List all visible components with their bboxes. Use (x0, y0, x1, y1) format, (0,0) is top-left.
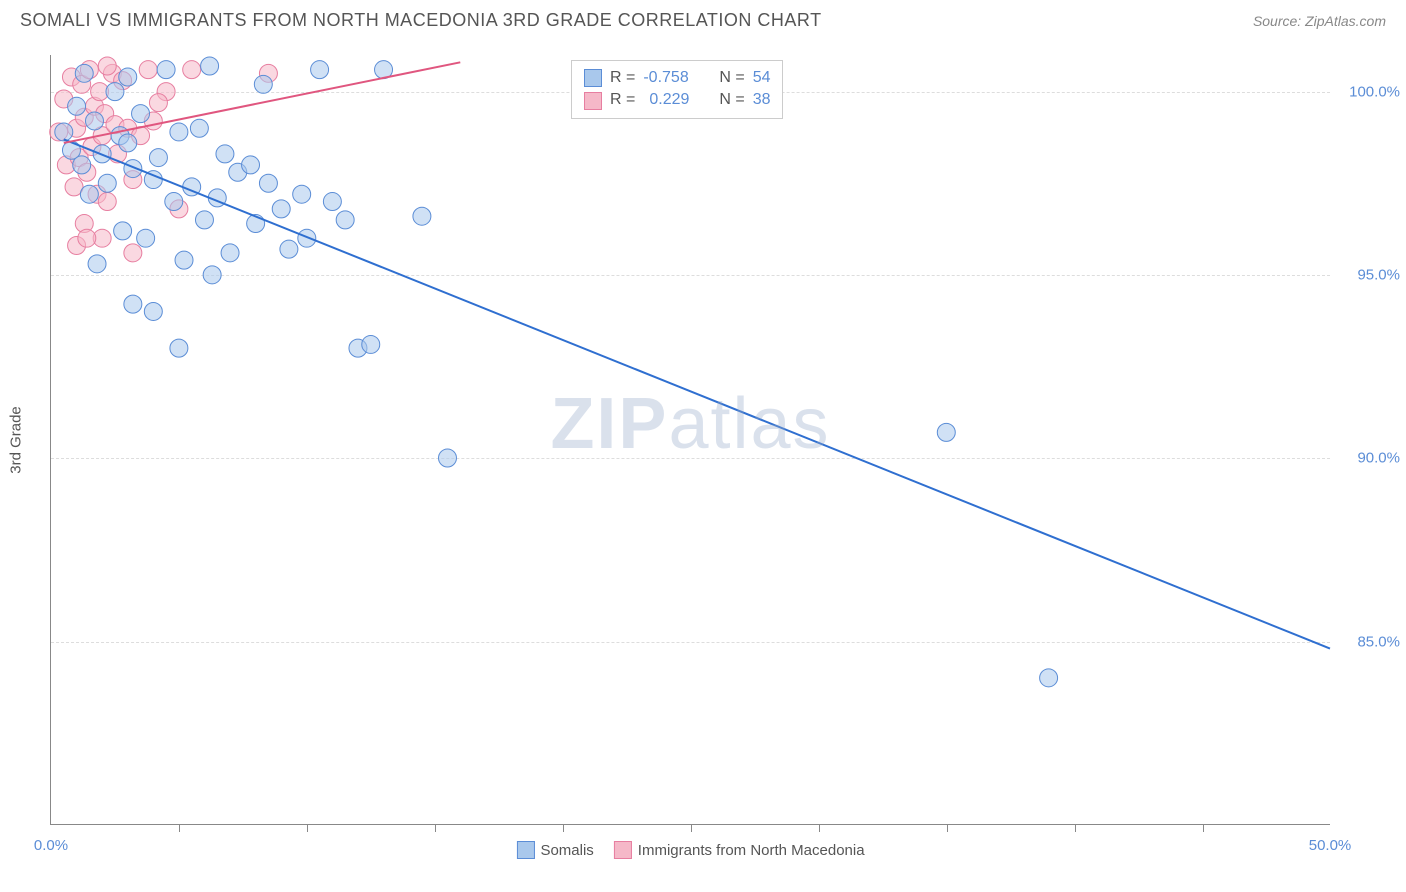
data-point (98, 174, 116, 192)
data-point (937, 423, 955, 441)
y-tick-label: 95.0% (1340, 267, 1400, 284)
y-tick-label: 85.0% (1340, 633, 1400, 650)
chart-area: 3rd Grade 85.0%90.0%95.0%100.0% ZIPatlas… (50, 55, 1330, 825)
x-tick (1075, 824, 1076, 832)
data-point (78, 229, 96, 247)
data-point (362, 335, 380, 353)
data-point (190, 119, 208, 137)
y-tick-label: 90.0% (1340, 450, 1400, 467)
data-point (75, 64, 93, 82)
data-point (98, 193, 116, 211)
data-point (170, 123, 188, 141)
x-tick (307, 824, 308, 832)
data-point (293, 185, 311, 203)
data-point (259, 174, 277, 192)
data-point (272, 200, 290, 218)
data-point (1040, 669, 1058, 687)
x-tick (435, 824, 436, 832)
data-point (175, 251, 193, 269)
source-label: Source: ZipAtlas.com (1253, 13, 1386, 29)
data-point (323, 193, 341, 211)
series-legend: Somalis Immigrants from North Macedonia (516, 841, 864, 859)
data-point (55, 123, 73, 141)
legend-row: R = 0.229 N = 38 (584, 89, 770, 111)
trend-line (64, 139, 1330, 648)
data-point (170, 339, 188, 357)
correlation-legend: R = -0.758 N = 54 R = 0.229 N = 38 (571, 60, 783, 119)
data-point (298, 229, 316, 247)
data-point (149, 149, 167, 167)
data-point (88, 255, 106, 273)
data-point (216, 145, 234, 163)
data-point (119, 68, 137, 86)
legend-item: Somalis (516, 841, 593, 859)
data-point (157, 61, 175, 79)
legend-item: Immigrants from North Macedonia (614, 841, 865, 859)
data-point (114, 222, 132, 240)
x-axis-max: 50.0% (1309, 837, 1352, 854)
y-axis-label: 3rd Grade (8, 406, 25, 474)
swatch-icon (584, 69, 602, 87)
data-point (413, 207, 431, 225)
scatter-plot (51, 55, 1330, 824)
swatch-icon (584, 92, 602, 110)
data-point (144, 302, 162, 320)
data-point (85, 112, 103, 130)
data-point (119, 134, 137, 152)
x-tick (563, 824, 564, 832)
data-point (106, 83, 124, 101)
x-axis-min: 0.0% (34, 837, 68, 854)
data-point (124, 244, 142, 262)
x-tick (819, 824, 820, 832)
data-point (438, 449, 456, 467)
data-point (221, 244, 239, 262)
data-point (132, 105, 150, 123)
data-point (336, 211, 354, 229)
data-point (195, 211, 213, 229)
x-tick (1203, 824, 1204, 832)
chart-title: SOMALI VS IMMIGRANTS FROM NORTH MACEDONI… (20, 10, 822, 31)
data-point (124, 295, 142, 313)
x-tick (179, 824, 180, 832)
data-point (242, 156, 260, 174)
data-point (201, 57, 219, 75)
data-point (98, 57, 116, 75)
data-point (165, 193, 183, 211)
data-point (203, 266, 221, 284)
data-point (137, 229, 155, 247)
data-point (73, 156, 91, 174)
data-point (80, 185, 98, 203)
y-tick-label: 100.0% (1340, 83, 1400, 100)
data-point (68, 97, 86, 115)
data-point (254, 75, 272, 93)
data-point (183, 61, 201, 79)
x-tick (691, 824, 692, 832)
data-point (149, 94, 167, 112)
data-point (139, 61, 157, 79)
swatch-icon (516, 841, 534, 859)
data-point (311, 61, 329, 79)
x-tick (947, 824, 948, 832)
swatch-icon (614, 841, 632, 859)
data-point (280, 240, 298, 258)
legend-row: R = -0.758 N = 54 (584, 67, 770, 89)
